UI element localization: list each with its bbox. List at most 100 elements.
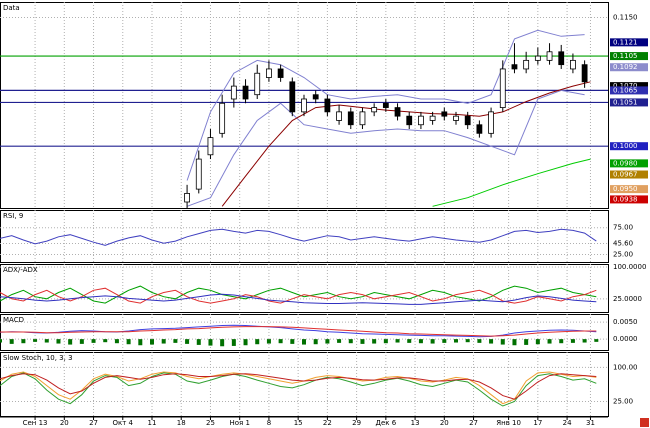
candle-body (570, 59, 576, 70)
y-tick-label: 25.0000 (613, 295, 642, 303)
x-tick-label: 17 (533, 419, 542, 427)
price-label-box (610, 142, 648, 151)
bar (150, 339, 154, 345)
candle-body (219, 102, 226, 134)
candle-body (242, 85, 249, 100)
bar (348, 339, 353, 344)
x-tick-label: 25 (206, 419, 215, 427)
price-label: 0.1092 (613, 63, 638, 71)
x-tick-label: 27 (89, 419, 98, 427)
x-tick-label: 31 (586, 419, 595, 427)
candle-body (546, 51, 553, 61)
bar (79, 339, 84, 344)
candle-body (488, 111, 494, 134)
series-line (186, 29, 585, 181)
price-label: 0.1105 (613, 52, 638, 60)
bar (407, 339, 412, 343)
bar (547, 339, 552, 344)
price-label-box (610, 38, 648, 47)
price-label: 0.1070 (613, 82, 638, 90)
candle-body (277, 68, 284, 78)
x-tick-label: 20 (440, 419, 449, 427)
bar (0, 339, 2, 343)
candle-body (371, 107, 378, 113)
pane-frame (0, 264, 609, 313)
bar (9, 339, 14, 344)
bar (56, 339, 61, 344)
bar (360, 339, 365, 344)
bar (337, 339, 342, 343)
price-label: 0.0967 (613, 171, 638, 179)
bar (126, 339, 131, 345)
price-label: 0.1121 (613, 38, 638, 46)
bar (570, 339, 575, 343)
x-tick-label: Сен 13 (23, 419, 48, 427)
bar (114, 339, 119, 344)
bar (372, 339, 377, 344)
candle-body (254, 72, 261, 96)
series-line (0, 285, 597, 304)
bar (395, 339, 400, 343)
corner-icon[interactable] (640, 418, 649, 427)
x-tick-label: 20 (60, 419, 69, 427)
x-tick-label: Окт 4 (113, 419, 134, 427)
bar (103, 339, 108, 343)
bar (231, 339, 236, 346)
x-tick-label: Дек 6 (376, 419, 397, 427)
y-tick-label: 75.00 (613, 224, 633, 232)
candle-body (266, 68, 272, 78)
bar (442, 339, 447, 343)
candle-body (301, 98, 307, 113)
x-tick-label: 24 (563, 419, 572, 427)
bar (559, 339, 564, 344)
pane-title: Data (3, 4, 20, 12)
candle-body (511, 64, 518, 70)
candle-body (347, 111, 354, 126)
x-tick-label: 13 (411, 419, 420, 427)
x-tick-label: Янв 10 (496, 419, 521, 427)
bar (266, 339, 271, 344)
x-tick-label: 11 (148, 419, 157, 427)
x-tick-label: 15 (294, 419, 303, 427)
y-tick-label: 45.60 (613, 239, 633, 247)
bar (465, 339, 470, 343)
candle-body (359, 111, 366, 126)
candle-body (336, 111, 342, 121)
x-tick-label: 22 (323, 419, 332, 427)
candle-body (453, 115, 459, 121)
price-label-box (610, 82, 648, 91)
candle-body (230, 85, 237, 100)
price-label-box (610, 185, 648, 194)
bar (255, 339, 260, 345)
series-line (0, 326, 597, 337)
bar (535, 339, 540, 345)
price-label-box (610, 52, 648, 61)
bar (313, 339, 318, 345)
series-line (0, 372, 597, 407)
y-tick-label: 100.0000 (613, 263, 646, 271)
y-tick-label: 25.00 (613, 397, 633, 405)
pane-frame (0, 210, 609, 263)
candle-body (558, 51, 565, 66)
bar (68, 339, 73, 345)
bar (196, 339, 201, 345)
bar (243, 339, 248, 346)
candle-body (394, 107, 401, 117)
price-label-box (610, 98, 648, 107)
bar (290, 339, 295, 344)
pane-title: RSI, 9 (3, 212, 23, 220)
candle-body (382, 102, 389, 108)
candle-body (418, 115, 424, 126)
y-tick-label: 25.00 (613, 250, 633, 258)
price-label-box (610, 159, 648, 168)
bar (430, 339, 435, 344)
series-line (432, 158, 591, 207)
price-label: 0.0950 (613, 185, 638, 193)
pane-title: MACD (3, 316, 24, 324)
bar (138, 339, 143, 346)
bar (489, 339, 494, 344)
series-line (0, 293, 597, 305)
price-label-box (610, 86, 648, 95)
candle-body (499, 68, 506, 108)
